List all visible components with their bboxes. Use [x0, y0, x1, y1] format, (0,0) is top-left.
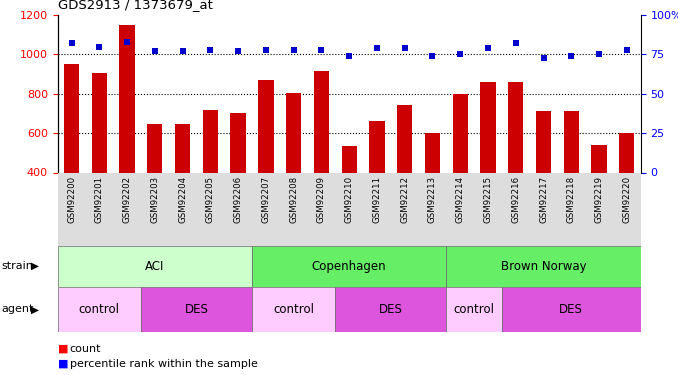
Point [205, 46, 216, 53]
Text: ■: ■ [58, 344, 68, 354]
Text: GSM92213: GSM92213 [428, 176, 437, 223]
Point [427, 53, 438, 59]
Text: ▶: ▶ [31, 261, 39, 271]
Bar [342, 146, 357, 172]
Text: GSM92207: GSM92207 [262, 176, 271, 223]
Point [177, 48, 188, 54]
Bar [480, 82, 496, 172]
Bar [175, 124, 191, 172]
Bar [370, 122, 384, 172]
Text: GDS2913 / 1373679_at: GDS2913 / 1373679_at [58, 0, 212, 11]
Point [538, 54, 549, 60]
Text: GSM92205: GSM92205 [206, 176, 215, 223]
Bar [119, 25, 135, 172]
Point [594, 51, 605, 57]
Text: GSM92214: GSM92214 [456, 176, 464, 223]
Text: DES: DES [559, 303, 583, 316]
Bar [252, 287, 336, 332]
Text: GSM92217: GSM92217 [539, 176, 548, 223]
Text: DES: DES [379, 303, 403, 316]
Text: GSM92212: GSM92212 [400, 176, 410, 223]
Bar [286, 93, 301, 172]
Bar [563, 111, 579, 172]
Point [233, 48, 243, 54]
Bar [536, 111, 551, 172]
Bar [252, 246, 446, 287]
Bar [502, 287, 641, 332]
Point [288, 46, 299, 53]
Text: control: control [79, 303, 120, 316]
Bar [446, 246, 641, 287]
Text: GSM92219: GSM92219 [595, 176, 603, 223]
Point [455, 51, 466, 57]
Bar [336, 287, 446, 332]
Bar [58, 287, 141, 332]
Point [372, 45, 382, 51]
Text: agent: agent [1, 304, 34, 314]
Point [566, 53, 577, 59]
Text: GSM92209: GSM92209 [317, 176, 326, 223]
Point [511, 40, 521, 46]
Point [149, 48, 160, 54]
Point [622, 46, 633, 53]
Bar [314, 71, 329, 172]
Text: count: count [70, 344, 101, 354]
Bar [147, 124, 163, 172]
Text: GSM92211: GSM92211 [372, 176, 382, 223]
Bar [203, 111, 218, 172]
Bar [92, 73, 107, 172]
Point [344, 53, 355, 59]
Bar [591, 145, 607, 172]
Point [94, 44, 104, 50]
Text: GSM92215: GSM92215 [483, 176, 492, 223]
Text: ■: ■ [58, 359, 68, 369]
Point [316, 46, 327, 53]
Text: GSM92210: GSM92210 [344, 176, 354, 223]
Bar [258, 80, 273, 172]
Bar [397, 105, 412, 172]
Point [66, 40, 77, 46]
Text: GSM92216: GSM92216 [511, 176, 520, 223]
Bar [453, 94, 468, 172]
Bar [425, 133, 440, 172]
Text: GSM92203: GSM92203 [151, 176, 159, 223]
Bar [446, 287, 502, 332]
Text: GSM92218: GSM92218 [567, 176, 576, 223]
Text: GSM92208: GSM92208 [289, 176, 298, 223]
Bar [58, 246, 252, 287]
Text: GSM92204: GSM92204 [178, 176, 187, 223]
Text: GSM92202: GSM92202 [123, 176, 132, 223]
Text: ACI: ACI [145, 260, 165, 273]
Text: strain: strain [1, 261, 33, 271]
Text: GSM92201: GSM92201 [95, 176, 104, 223]
Text: control: control [454, 303, 495, 316]
Point [483, 45, 494, 51]
Text: ▶: ▶ [31, 304, 39, 314]
Text: DES: DES [184, 303, 208, 316]
Text: Copenhagen: Copenhagen [312, 260, 386, 273]
Bar [141, 287, 252, 332]
Point [121, 39, 132, 45]
Text: GSM92220: GSM92220 [622, 176, 631, 223]
Text: Brown Norway: Brown Norway [501, 260, 586, 273]
Text: control: control [273, 303, 314, 316]
Bar [508, 82, 523, 172]
Point [260, 46, 271, 53]
Bar [64, 64, 79, 172]
Point [399, 45, 410, 51]
Text: GSM92206: GSM92206 [234, 176, 243, 223]
Text: GSM92200: GSM92200 [67, 176, 76, 223]
Text: percentile rank within the sample: percentile rank within the sample [70, 359, 258, 369]
Bar [231, 113, 245, 172]
Bar [619, 133, 635, 172]
